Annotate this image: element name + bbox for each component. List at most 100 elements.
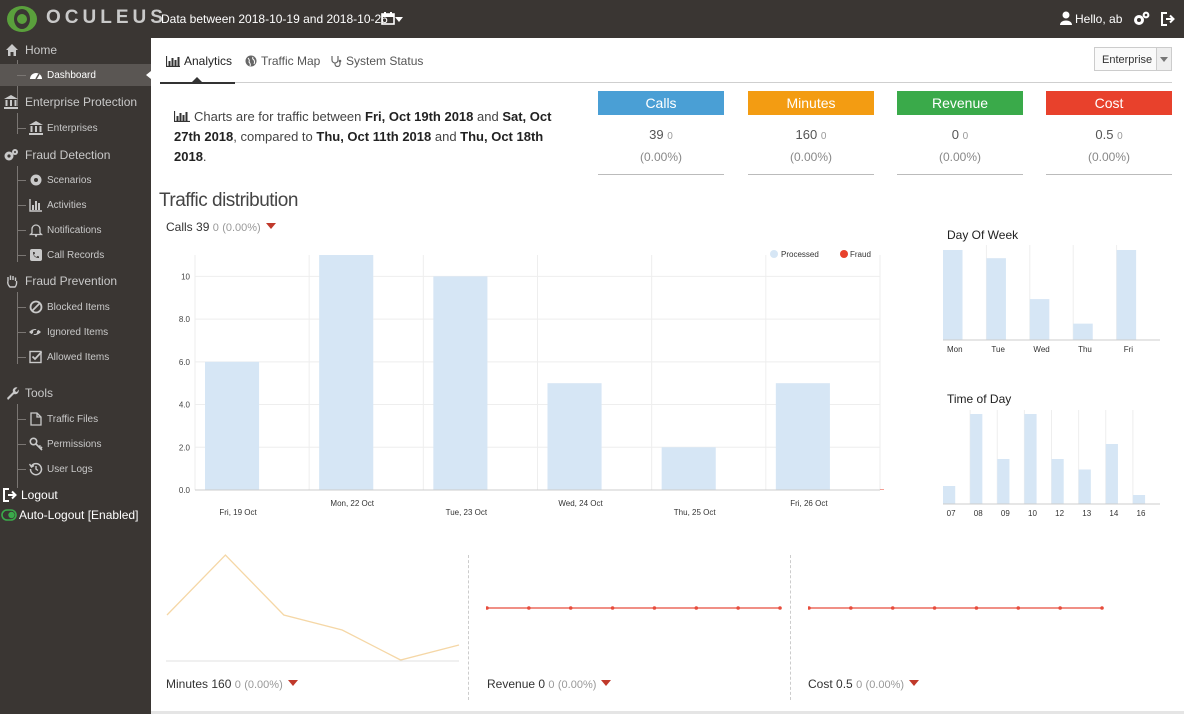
sidebar-item-label: Fraud Prevention	[25, 274, 118, 288]
calls-summary[interactable]: Calls 39 0 (0.00%)	[166, 220, 276, 234]
summary-delta: 0	[856, 679, 863, 691]
home-icon	[6, 44, 18, 56]
y-tick-label: 4.0	[179, 401, 191, 410]
caret-down-icon[interactable]	[395, 17, 403, 22]
data-point	[736, 606, 740, 610]
sidebar-item-permissions[interactable]: Permissions	[0, 433, 151, 455]
x-tick-label: Fri, 26 Oct	[790, 499, 828, 508]
revenue-summary[interactable]: Revenue 0 0 (0.00%)	[487, 677, 612, 691]
x-tick-label: 10	[1028, 509, 1037, 518]
sidebar-item-blocked-items[interactable]: Blocked Items	[0, 296, 151, 318]
user-greeting[interactable]: Hello, ab	[1075, 12, 1123, 26]
data-point	[527, 606, 531, 610]
sidebar-item-tools[interactable]: Tools	[0, 382, 151, 404]
bar	[1116, 250, 1137, 340]
x-tick-label: Tue	[991, 345, 1005, 354]
data-point	[1016, 606, 1021, 610]
sidebar-item-allowed-items[interactable]: Allowed Items	[0, 346, 151, 368]
kpi-minutes[interactable]: Minutes 160 0 (0.00%)	[748, 91, 874, 175]
sidebar-item-home[interactable]: Home	[0, 39, 151, 61]
sidebar-item-notifications[interactable]: Notifications	[0, 219, 151, 241]
sidebar-auto-logout-toggle[interactable]: Auto-Logout [Enabled]	[0, 504, 151, 526]
sign-out-icon	[3, 488, 17, 502]
sidebar: Home Dashboard Enterprise Protection Ent…	[0, 38, 151, 714]
data-point	[568, 606, 573, 610]
revenue-line-chart	[486, 606, 782, 610]
tab-system-status[interactable]: System Status	[331, 54, 423, 68]
cost-summary[interactable]: Cost 0.5 0 (0.00%)	[808, 677, 920, 691]
tree-line	[17, 292, 18, 364]
tree-branch	[17, 255, 26, 256]
kpi-revenue[interactable]: Revenue 0 0 (0.00%)	[897, 91, 1023, 175]
sidebar-item-call-records[interactable]: Call Records	[0, 244, 151, 266]
tree-branch	[17, 230, 26, 231]
settings-gears-icon[interactable]	[1132, 11, 1150, 27]
processed-bar	[547, 383, 602, 490]
kpi-value: 0 0	[897, 127, 1023, 142]
desc-date-start: Fri, Oct 19th 2018	[365, 109, 474, 124]
data-point	[486, 606, 489, 610]
kpi-value-number: 0	[951, 127, 960, 142]
x-tick-label: Wed, 24 Oct	[558, 499, 603, 508]
data-point	[610, 606, 615, 610]
x-tick-label: Tue, 23 Oct	[446, 508, 488, 517]
x-tick-label: Wed	[1033, 345, 1049, 354]
sidebar-item-enterprises[interactable]: Enterprises	[0, 117, 151, 139]
top-bar: OCULEUS Data between 2018-10-19 and 2018…	[0, 0, 1184, 38]
legend-label: Fraud	[850, 250, 871, 259]
sidebar-item-traffic-files[interactable]: Traffic Files	[0, 408, 151, 430]
logout-icon[interactable]	[1161, 12, 1175, 26]
sidebar-item-enterprise-protection[interactable]: Enterprise Protection	[0, 91, 151, 113]
gear-icon	[30, 174, 42, 186]
summary-value: 160	[211, 677, 232, 691]
chevron-down-icon[interactable]	[1156, 48, 1171, 70]
caret-down-icon[interactable]	[909, 680, 920, 686]
data-point	[849, 606, 853, 610]
sidebar-item-scenarios[interactable]: Scenarios	[0, 169, 151, 191]
processed-bar	[661, 447, 716, 490]
summary-value: 0.5	[836, 677, 853, 691]
sidebar-item-dashboard[interactable]: Dashboard	[0, 64, 151, 86]
sidebar-item-label: Enterprise Protection	[25, 95, 138, 109]
kpi-label: Revenue	[897, 91, 1023, 115]
kpi-cost[interactable]: Cost 0.5 0 (0.00%)	[1046, 91, 1172, 175]
sidebar-logout[interactable]: Logout	[0, 484, 151, 506]
summary-percent: (0.00%)	[244, 679, 283, 691]
sidebar-item-fraud-detection[interactable]: Fraud Detection	[0, 144, 151, 166]
sidebar-item-activities[interactable]: Activities	[0, 194, 151, 216]
caret-down-icon[interactable]	[601, 680, 612, 686]
summary-label: Revenue	[487, 677, 536, 691]
sidebar-item-label: Ignored Items	[47, 326, 109, 338]
oculeus-logo-icon[interactable]	[6, 5, 38, 33]
wrench-icon	[7, 387, 19, 400]
desc-text: and	[431, 129, 461, 144]
legend-swatch-processed	[770, 250, 778, 258]
sidebar-item-ignored-items[interactable]: Ignored Items	[0, 321, 151, 343]
time-of-day-title: Time of Day	[947, 392, 1012, 406]
sidebar-item-fraud-prevention[interactable]: Fraud Prevention	[0, 270, 151, 292]
sidebar-item-label: Call Records	[47, 249, 105, 261]
caret-down-icon[interactable]	[287, 680, 298, 686]
processed-bar	[319, 255, 374, 490]
scope-select[interactable]: Enterprise	[1094, 47, 1172, 71]
summary-percent: (0.00%)	[557, 679, 597, 691]
active-tab-underline	[160, 82, 235, 84]
caret-down-icon[interactable]	[265, 223, 276, 229]
x-tick-label: Fri, 19 Oct	[219, 508, 257, 517]
calls-bar-chart: 0.0 2.0 4.0 6.0 8.0 10 Fri, 19 Oct Mon, 22 Oct T…	[179, 250, 884, 517]
sidebar-item-label: Dashboard	[47, 69, 96, 81]
calendar-icon[interactable]	[381, 12, 395, 25]
tab-traffic-map[interactable]: Traffic Map	[245, 54, 320, 68]
sidebar-item-label: Blocked Items	[47, 301, 110, 313]
kpi-calls[interactable]: Calls 39 0 (0.00%)	[598, 91, 724, 175]
sidebar-item-label: Allowed Items	[47, 351, 110, 363]
minutes-summary[interactable]: Minutes 160 0 (0.00%)	[166, 677, 298, 691]
kpi-value-number: 0.5	[1095, 127, 1114, 142]
legend-swatch-fraud	[840, 250, 848, 258]
tree-line	[17, 166, 18, 262]
sidebar-item-user-logs[interactable]: User Logs	[0, 458, 151, 480]
date-range-label[interactable]: Data between 2018-10-19 and 2018-10-26	[161, 12, 388, 26]
sidebar-item-label: Permissions	[47, 438, 102, 450]
tab-analytics[interactable]: Analytics	[166, 54, 232, 68]
check-square-icon	[29, 350, 43, 364]
